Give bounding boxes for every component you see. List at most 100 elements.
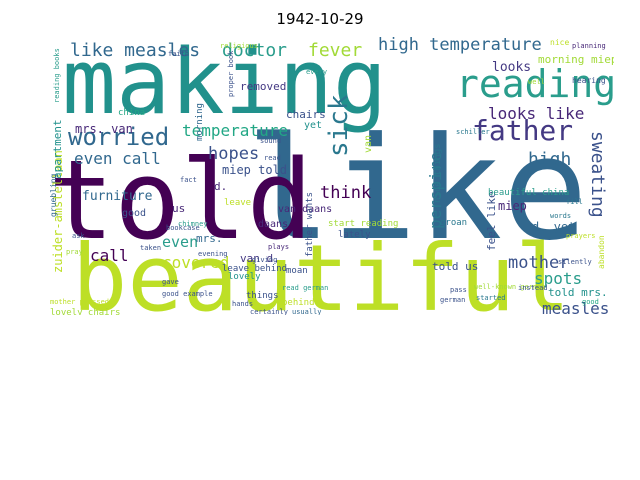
word: reading books — [53, 48, 61, 103]
word: usually — [292, 308, 322, 316]
word: china — [118, 108, 146, 118]
word: beautiful — [72, 225, 571, 316]
word: lovely chairs — [50, 308, 121, 316]
word: miep told — [222, 163, 288, 177]
word: giving — [252, 256, 278, 264]
word: start reading — [328, 219, 399, 229]
word: leave — [224, 198, 252, 208]
word: words — [550, 212, 572, 220]
word: like — [246, 107, 588, 272]
word: fact — [180, 176, 197, 184]
word: gruebling — [49, 173, 58, 217]
word: mother — [508, 253, 570, 273]
word: mother pressed — [50, 298, 110, 306]
word: morning — [195, 103, 205, 141]
word: looks like — [488, 104, 585, 123]
word: certainly — [250, 308, 288, 316]
word: planning — [572, 42, 606, 50]
word: reading — [456, 62, 614, 106]
word: spots — [534, 269, 583, 288]
word: well — [528, 78, 545, 86]
word: schiller — [456, 128, 490, 136]
word: taken — [140, 244, 162, 252]
word: father — [472, 114, 574, 147]
word: father wants — [305, 191, 315, 257]
word: read — [264, 154, 281, 162]
word: van d. — [240, 252, 280, 265]
word: sick — [324, 94, 354, 157]
word: hearing — [572, 76, 606, 85]
word: prayers — [566, 232, 596, 240]
word: told — [48, 136, 313, 264]
word: making — [62, 37, 388, 135]
word: d. — [214, 180, 228, 193]
word: doctor — [222, 40, 288, 61]
word: abandon — [597, 235, 606, 269]
word: van — [363, 134, 374, 153]
word: mrs. — [196, 232, 223, 245]
word: religious — [220, 42, 258, 50]
word: high — [528, 149, 572, 170]
word: hands — [232, 300, 254, 308]
word: things — [246, 291, 279, 301]
word: every — [306, 68, 328, 76]
word: van daans — [278, 204, 333, 215]
word: like measles — [70, 40, 201, 61]
word: evening — [198, 250, 228, 258]
word: sound — [260, 137, 282, 145]
word: faith — [168, 50, 190, 58]
word: ask — [72, 232, 85, 240]
word: morning miep — [538, 53, 614, 66]
word: good — [582, 298, 599, 306]
word: apartment — [51, 119, 64, 179]
word: moan — [286, 266, 308, 276]
word: told mrs. — [548, 286, 608, 299]
word: good example — [162, 290, 213, 298]
word: even — [162, 233, 199, 251]
word: started — [476, 294, 506, 302]
word: fever — [308, 40, 363, 61]
word: d. yet — [532, 220, 576, 234]
word: miep — [498, 199, 527, 213]
word: furniture — [82, 189, 153, 204]
word: german — [440, 296, 466, 304]
word: us — [172, 202, 186, 215]
word: high temperature — [378, 37, 542, 55]
word: yet — [304, 120, 323, 131]
word: nice — [550, 38, 570, 47]
word: mrs. van — [75, 122, 133, 136]
word: even call — [74, 149, 161, 168]
word: looks — [492, 60, 532, 75]
word: lately — [338, 230, 371, 240]
word: call — [90, 246, 129, 265]
chart-title: 1942-10-29 — [276, 10, 364, 28]
word-cloud: like making told beautiful reading fathe… — [46, 37, 614, 315]
word: covered — [162, 253, 230, 272]
word: bookcase — [166, 224, 200, 232]
word: leave behind — [222, 264, 288, 274]
word: think — [320, 183, 372, 203]
word: proper book — [227, 50, 235, 97]
word: pray — [66, 248, 83, 256]
word: beautiful china — [488, 188, 570, 198]
word: gave — [162, 278, 179, 286]
word: lovely — [228, 272, 261, 282]
word: sweating — [587, 131, 608, 218]
word: feel like — [485, 191, 498, 251]
word: pass — [450, 286, 467, 294]
word: fill — [566, 198, 583, 206]
word: nice things — [433, 143, 443, 203]
word: worried — [68, 123, 170, 151]
word: read german — [282, 284, 329, 292]
word: instead — [518, 284, 548, 292]
word: daans — [258, 219, 289, 230]
word: well-known german — [474, 283, 546, 291]
word: behind — [282, 298, 315, 308]
word: silently — [558, 258, 592, 266]
word: hopes — [208, 144, 260, 164]
word: good — [122, 208, 147, 219]
word: told us — [432, 260, 479, 273]
word: removed — [240, 80, 287, 93]
word: temperature — [182, 121, 288, 140]
word: chairs — [286, 108, 326, 121]
